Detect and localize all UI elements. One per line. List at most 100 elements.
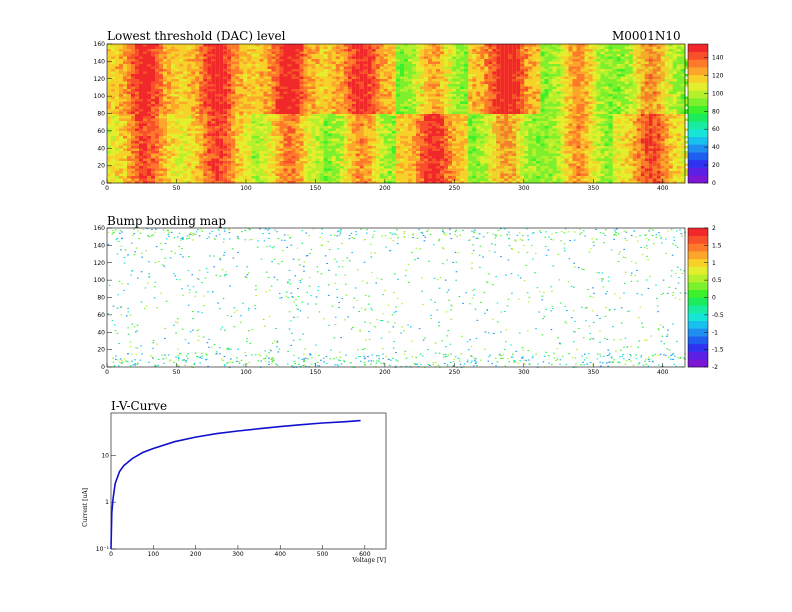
heatmap-cell [143, 89, 147, 92]
heatmap-cell [295, 64, 300, 67]
heatmap-cell [363, 163, 368, 166]
heatmap-cell [512, 131, 517, 134]
heatmap-cell [323, 89, 328, 92]
heatmap-cell [199, 74, 204, 77]
heatmap-cell [159, 81, 163, 84]
heatmap-cell [191, 176, 196, 179]
heatmap-cell [355, 131, 360, 134]
heatmap-cell [347, 176, 352, 179]
heatmap-cell [355, 46, 360, 49]
heatmap-cell [227, 44, 232, 47]
heatmap-cell [375, 86, 380, 89]
heatmap-cell [215, 136, 220, 139]
heatmap-cell [428, 161, 432, 164]
heatmap-cell [199, 181, 204, 184]
heatmap-cell [363, 126, 368, 129]
heatmap-cell [287, 173, 292, 176]
heatmap-cell [259, 138, 264, 141]
heatmap-cell [648, 133, 653, 136]
heatmap-cell [211, 151, 216, 154]
heatmap-cell [456, 178, 460, 181]
heatmap-cell [359, 131, 364, 134]
heatmap-cell [363, 49, 368, 52]
heatmap-cell [592, 118, 597, 121]
heatmap-cell [684, 163, 689, 166]
heatmap-cell [271, 121, 276, 124]
heatmap-cell [187, 166, 192, 169]
heatmap-cell [239, 101, 244, 104]
heatmap-cell [556, 133, 561, 136]
heatmap-cell [452, 143, 456, 146]
heatmap-cell [319, 121, 324, 124]
heatmap-cell [299, 121, 304, 124]
heatmap-cell [628, 138, 633, 141]
heatmap-cell [303, 86, 308, 89]
heatmap-cell [179, 153, 184, 156]
heatmap-cell [428, 123, 432, 126]
heatmap-cell [664, 118, 669, 121]
heatmap-cell [568, 121, 573, 124]
heatmap-cell [223, 109, 228, 112]
heatmap-cell [131, 91, 135, 94]
heatmap-cell [532, 148, 537, 151]
heatmap-cell [271, 141, 276, 144]
heatmap-cell [440, 176, 444, 179]
heatmap-cell [636, 158, 641, 161]
heatmap-cell [468, 128, 473, 131]
heatmap-cell [255, 116, 260, 119]
heatmap-cell [259, 113, 264, 116]
heatmap-cell [408, 178, 412, 181]
heatmap-cell [187, 143, 192, 146]
heatmap-cell [448, 51, 452, 54]
heatmap-cell [508, 118, 513, 121]
heatmap-cell [428, 181, 432, 184]
heatmap-cell [391, 146, 396, 149]
heatmap-cell [299, 64, 304, 67]
heatmap-cell [175, 143, 179, 146]
heatmap-cell [183, 141, 188, 144]
heatmap-cell [283, 131, 288, 134]
heatmap-cell [303, 126, 308, 129]
heatmap-cell [584, 168, 589, 171]
heatmap-cell [464, 168, 468, 171]
heatmap-cell [215, 128, 220, 131]
heatmap-cell [480, 126, 485, 129]
heatmap-cell [351, 121, 356, 124]
heatmap-cell [267, 64, 272, 67]
heatmap-cell [391, 166, 396, 169]
heatmap-cell [223, 158, 228, 161]
heatmap-cell [223, 71, 228, 74]
heatmap-cell [576, 153, 581, 156]
heatmap-cell [211, 158, 216, 161]
heatmap-cell [440, 131, 444, 134]
heatmap-cell [560, 141, 565, 144]
heatmap-cell [299, 61, 304, 64]
heatmap-cell [283, 121, 288, 124]
heatmap-cell [163, 168, 167, 171]
heatmap-cell [508, 178, 513, 181]
heatmap-cell [203, 166, 208, 169]
heatmap-cell [143, 168, 147, 171]
heatmap-cell [211, 56, 216, 59]
heatmap-cell [223, 111, 228, 114]
heatmap-cell [444, 71, 448, 74]
heatmap-cell [159, 166, 163, 169]
heatmap-cell [400, 171, 404, 174]
heatmap-cell [179, 171, 184, 174]
heatmap-cell [436, 133, 440, 136]
heatmap-cell [576, 151, 581, 154]
heatmap-cell [436, 156, 440, 159]
heatmap-cell [279, 138, 284, 141]
heatmap-cell [227, 158, 232, 161]
heatmap-cell [355, 59, 360, 62]
heatmap-cell [263, 118, 268, 121]
heatmap-cell [147, 109, 151, 112]
heatmap-cell [139, 116, 143, 119]
heatmap-cell [123, 106, 127, 109]
heatmap-cell [375, 136, 380, 139]
heatmap-cell [396, 44, 400, 47]
heatmap-cell [227, 136, 232, 139]
heatmap-cell [123, 136, 127, 139]
heatmap-cell [231, 133, 236, 136]
heatmap-cell [456, 113, 460, 116]
